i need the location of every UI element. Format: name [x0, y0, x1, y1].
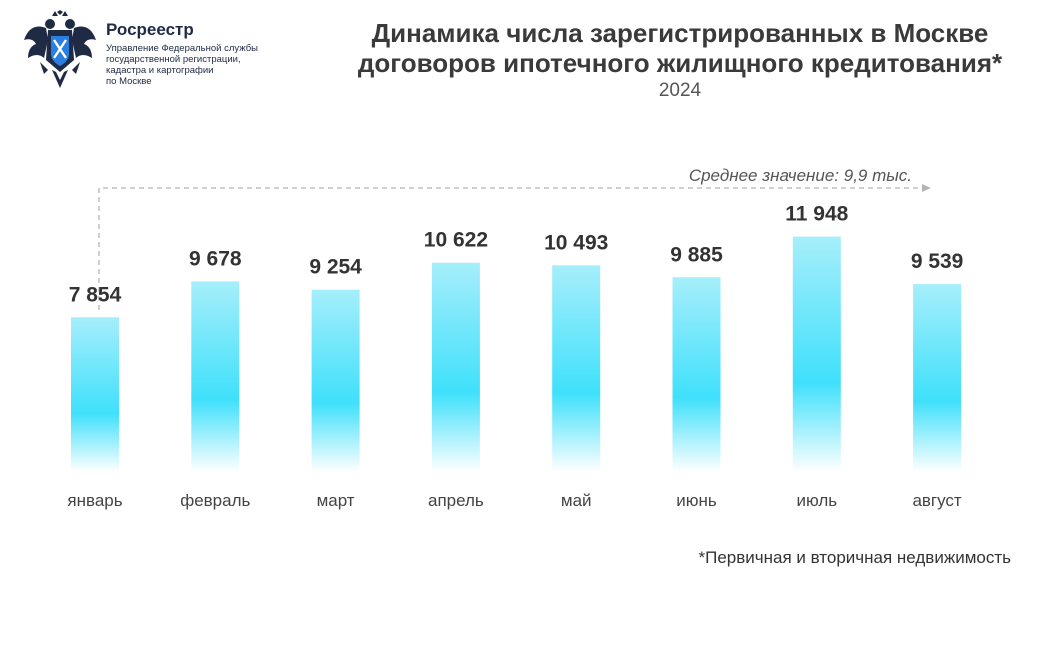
bar-январь: [71, 317, 119, 472]
bar-август: [913, 284, 962, 472]
category-label: апрель: [428, 491, 484, 510]
value-labels: 7 854 9 678 9 254 10 622 10 493 9 885 11 948 9 …: [69, 203, 964, 307]
org-name: Росреестр: [106, 20, 194, 39]
chart-title: Динамика числа зарегистрированных в Моск…: [320, 18, 1040, 78]
chart-subtitle: 2024: [658, 80, 702, 101]
bar-июнь: [672, 277, 721, 472]
category-label: август: [912, 491, 961, 510]
value-label: 9 539: [911, 250, 964, 273]
category-label: январь: [67, 491, 122, 510]
bar-май: [552, 265, 601, 472]
value-label: 9 678: [189, 247, 242, 270]
org-sub-line: по Москве: [106, 76, 152, 87]
footnote: *Первичная и вторичная недвижимость: [698, 548, 1011, 567]
org-sub-line: государственной регистрации,: [106, 54, 241, 65]
average-line: [98, 187, 922, 310]
category-label: июнь: [676, 491, 717, 510]
org-sub-line: кадастра и картографии: [106, 65, 214, 76]
value-label: 7 854: [69, 283, 122, 306]
category-label: март: [317, 491, 355, 510]
chart-title-line: договоров ипотечного жилищного кредитова…: [357, 48, 1003, 78]
chart-title-line: Динамика числа зарегистрированных в Моск…: [371, 18, 989, 48]
bars: [71, 236, 962, 472]
double-headed-eagle-emblem-icon: [24, 10, 96, 88]
value-label: 9 885: [670, 243, 723, 266]
category-labels: январь февраль март апрель май июнь июль август: [67, 491, 962, 510]
arrow-right-icon: [922, 184, 931, 192]
bar-июль: [792, 236, 841, 472]
value-label: 9 254: [309, 256, 362, 279]
rosreestr-logo: Росреестр Управление Федеральной службы …: [22, 10, 282, 90]
value-label: 11 948: [785, 203, 848, 226]
org-subtitle: Управление Федеральной службы государств…: [106, 43, 284, 87]
org-sub-line: Управление Федеральной службы: [106, 43, 258, 54]
value-label: 10 622: [424, 229, 488, 252]
average-label: Среднее значение: 9,9 тыс.: [689, 166, 912, 185]
bar-март: [311, 289, 360, 472]
bar-апрель: [431, 262, 480, 472]
category-label: июль: [796, 491, 837, 510]
category-label: февраль: [180, 491, 250, 510]
value-label: 10 493: [544, 231, 608, 254]
bar-февраль: [191, 281, 240, 472]
average-indicator: Среднее значение: 9,9 тыс.: [98, 166, 931, 310]
category-label: май: [561, 491, 592, 510]
